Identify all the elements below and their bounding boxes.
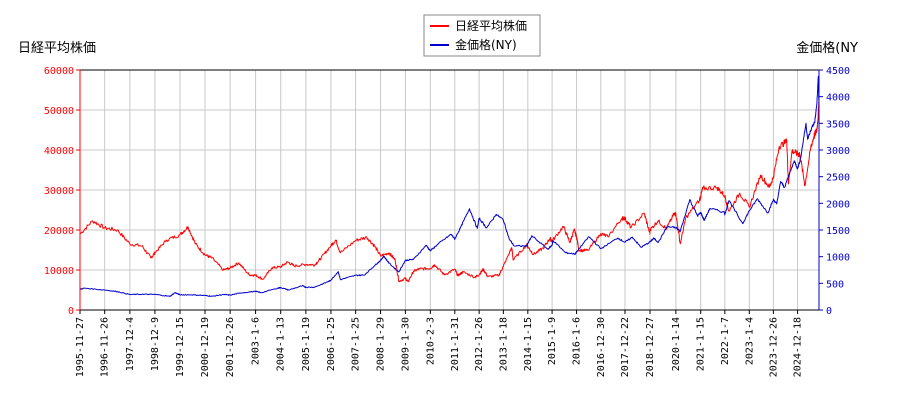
x-tick-label: 2013-1-18	[498, 317, 509, 371]
right-tick-label: 4000	[826, 93, 850, 104]
x-tick-label: 2001-12-26	[225, 317, 236, 377]
x-tick-label: 2018-12-27	[645, 317, 656, 377]
x-tick-label: 2023-1-4	[744, 317, 755, 365]
right-tick-label: 3000	[826, 146, 850, 157]
left-tick-label: 50000	[44, 106, 74, 117]
series-line-gold	[79, 75, 820, 297]
right-tick-label: 500	[826, 279, 844, 290]
x-tick-label: 2016-1-6	[572, 317, 583, 365]
x-tick-label: 2016-12-30	[596, 317, 607, 377]
right-tick-label: 2000	[826, 199, 850, 210]
legend: 日経平均株価 金価格(NY)	[423, 14, 541, 57]
x-tick-label: 2005-1-19	[301, 317, 312, 371]
left-tick-label: 10000	[44, 266, 74, 277]
right-axis-ticks: 0 500 1000 1500 2000 2500 3000 3500 4000 4500	[819, 66, 850, 317]
right-tick-label: 4500	[826, 66, 850, 77]
grid	[79, 69, 819, 311]
x-tick-label: 1999-12-15	[175, 317, 186, 377]
plot-series	[79, 75, 820, 297]
x-tick-label: 2004-1-13	[276, 317, 287, 371]
x-tick-label: 2022-1-7	[720, 317, 731, 365]
right-tick-label: 3500	[826, 119, 850, 130]
x-tick-label: 2012-1-26	[474, 317, 485, 371]
x-tick-label: 2011-1-31	[450, 317, 461, 371]
x-tick-label: 2010-2-3	[425, 317, 436, 365]
right-tick-label: 1500	[826, 226, 850, 237]
legend-box	[423, 14, 541, 57]
left-tick-label: 60000	[44, 66, 74, 77]
left-tick-label: 20000	[44, 226, 74, 237]
x-tick-label: 2021-1-15	[696, 317, 707, 371]
left-axis-ticks: 0 10000 20000 30000 40000 50000 60000	[44, 66, 80, 317]
x-tick-label: 2024-12-18	[793, 317, 804, 377]
x-tick-label: 2006-1-25	[326, 317, 337, 371]
left-tick-label: 30000	[44, 186, 74, 197]
legend-label-nikkei: 日経平均株価	[455, 18, 527, 33]
x-tick-label: 2003-1-6	[251, 317, 262, 365]
x-tick-label: 2000-12-19	[200, 317, 211, 377]
x-tick-label: 2009-1-30	[400, 317, 411, 371]
left-axis-title: 日経平均株価	[18, 41, 96, 56]
x-tick-label: 2017-12-22	[620, 317, 631, 377]
x-tick-label: 2020-1-14	[671, 317, 682, 371]
x-tick-label: 1998-12-9	[150, 317, 161, 371]
x-tick-label: 2014-1-15	[523, 317, 534, 371]
x-tick-label: 1997-12-4	[125, 317, 136, 371]
right-tick-label: 0	[826, 306, 832, 317]
x-tick-label: 2008-1-29	[376, 317, 387, 371]
left-tick-label: 0	[68, 306, 74, 317]
x-tick-label: 2007-1-25	[351, 317, 362, 371]
right-tick-label: 1000	[826, 253, 850, 264]
right-axis-title: 金価格(NY	[796, 40, 858, 56]
x-tick-label: 2015-1-9	[547, 317, 558, 365]
x-tick-label: 1996-11-26	[100, 317, 111, 377]
x-tick-label: 1995-11-27	[75, 317, 86, 377]
legend-label-gold: 金価格(NY)	[455, 37, 517, 52]
x-tick-label: 2023-12-26	[768, 317, 779, 377]
x-axis-ticks: 1995-11-27 1996-11-26 1997-12-4 1998-12-9 19…	[75, 310, 804, 377]
left-tick-label: 40000	[44, 146, 74, 157]
series-line-nikkei	[79, 100, 820, 283]
right-tick-label: 2500	[826, 173, 850, 184]
